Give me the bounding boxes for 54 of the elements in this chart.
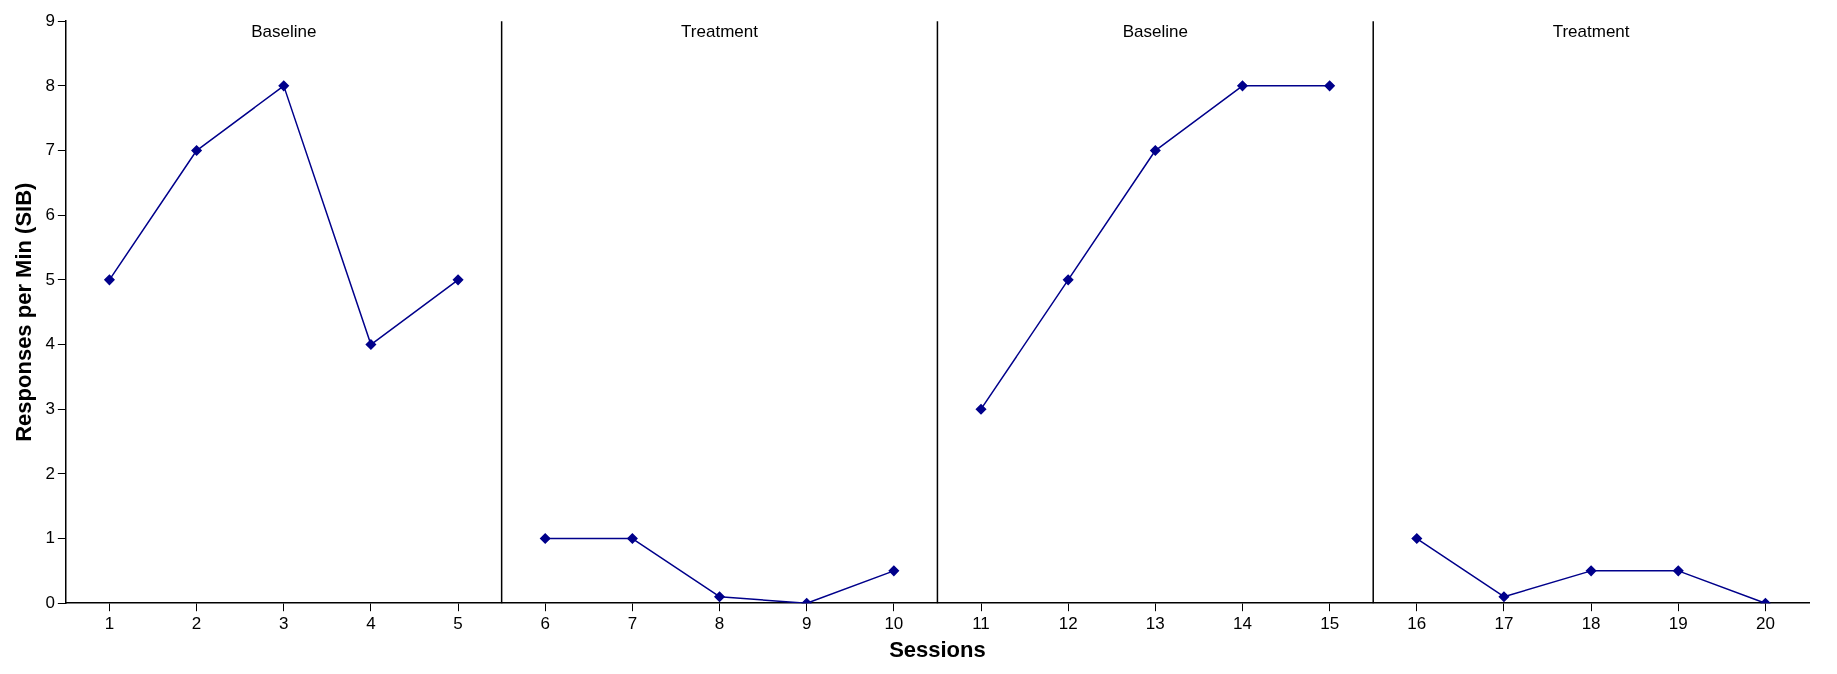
- x-tick-label: 4: [366, 614, 376, 634]
- x-tick-label: 17: [1494, 614, 1514, 634]
- y-tick-label: 1: [45, 528, 55, 548]
- x-tick-label: 15: [1320, 614, 1340, 634]
- point: [1237, 80, 1248, 92]
- x-tick-label: 13: [1145, 614, 1165, 634]
- y-tick-label: 0: [45, 592, 55, 612]
- x-axis-title: Sessions: [889, 636, 986, 662]
- y-axis-title: Responses per Min (SIB): [11, 182, 37, 442]
- point: [1585, 565, 1597, 577]
- point: [278, 80, 289, 92]
- x-tick-label: 8: [714, 614, 725, 634]
- x-tick-label: 19: [1668, 614, 1688, 634]
- x-tick-label: 11: [972, 614, 990, 634]
- y-tick-label: 5: [45, 269, 55, 289]
- y-tick-label: 9: [45, 10, 55, 30]
- point: [1498, 591, 1510, 602]
- annotation: Baseline: [1122, 22, 1188, 42]
- point: [888, 565, 900, 577]
- x-tick-label: 20: [1755, 614, 1775, 634]
- x-tick-label: 7: [627, 614, 638, 634]
- x-tick-label: 1: [104, 614, 115, 634]
- x-tick-label: 2: [191, 614, 202, 634]
- point: [104, 274, 115, 286]
- point: [627, 533, 638, 544]
- x-tick-label: 16: [1407, 614, 1427, 634]
- x-tick-label: 12: [1058, 614, 1078, 634]
- point: [1150, 145, 1161, 156]
- y-tick-label: 3: [45, 398, 55, 418]
- y-tick-label: 2: [45, 463, 55, 483]
- y-tick-label: 8: [45, 75, 55, 95]
- point: [1411, 533, 1423, 544]
- point: [191, 145, 202, 156]
- point: [452, 274, 464, 286]
- point: [1324, 80, 1335, 92]
- x-tick-label: 18: [1581, 614, 1601, 634]
- point: [714, 591, 725, 602]
- x-tick-label: 5: [453, 614, 463, 634]
- x-tick-label: 6: [540, 614, 550, 634]
- x-tick-label: 14: [1233, 614, 1252, 634]
- point: [539, 533, 551, 544]
- y-tick-label: 6: [45, 204, 55, 224]
- y-tick-label: 4: [45, 334, 55, 354]
- x-tick-label: 3: [279, 614, 289, 634]
- point: [365, 339, 377, 350]
- annotation: Treatment: [1552, 22, 1630, 42]
- point: [975, 403, 987, 415]
- annotation: Baseline: [251, 22, 317, 42]
- point: [1062, 274, 1074, 286]
- point: [1673, 565, 1684, 577]
- x-tick-label: 10: [884, 614, 904, 634]
- x-tick-label: 9: [801, 614, 812, 634]
- y-tick-label: 7: [45, 140, 55, 160]
- annotation: Treatment: [681, 22, 759, 42]
